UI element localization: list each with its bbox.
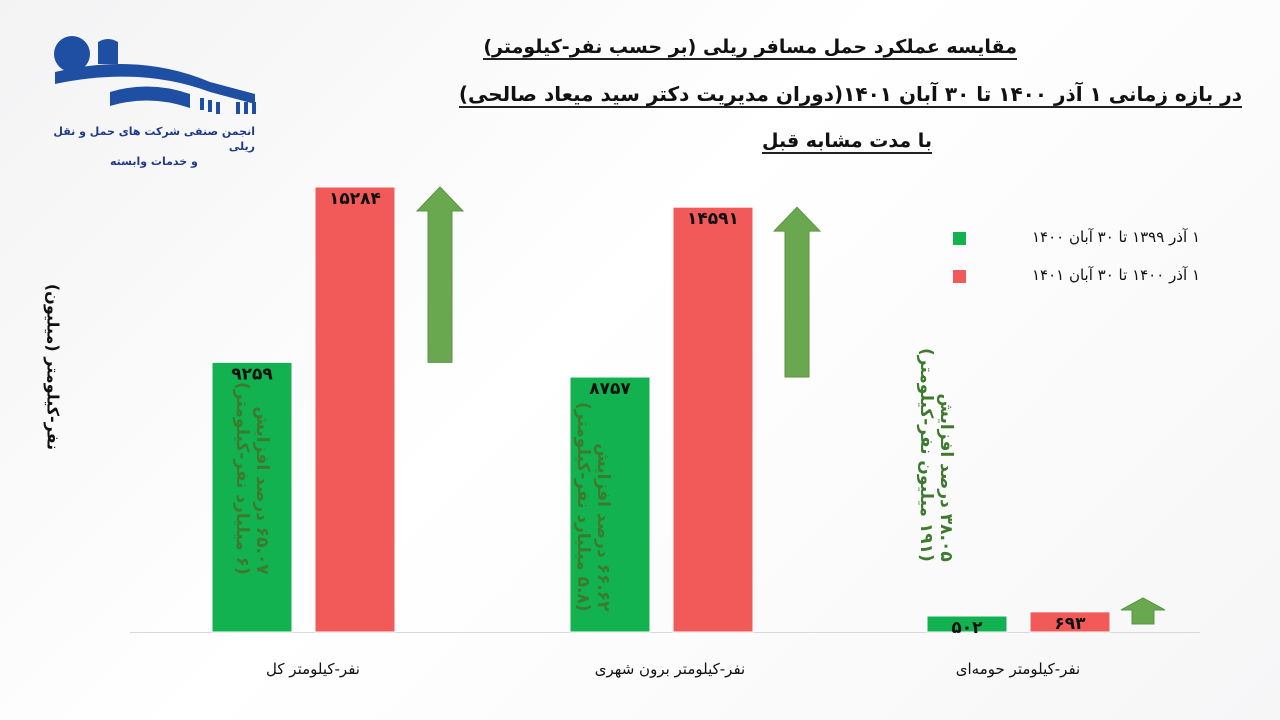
annotation-intercity-line1: ۶۶.۶۲ درصد افزایش [593, 443, 614, 612]
rail-logo-icon [54, 36, 256, 114]
annotation-total-line1: ۶۵.۰۷ درصد افزایش [252, 406, 273, 575]
category-label-total: نفر-کیلومتر کل [266, 660, 360, 678]
annotation-suburban-line1: ۳۸.۰۵ درصد افزایش [936, 393, 957, 562]
bar-value-label: ۸۷۵۷ [589, 379, 631, 399]
logo: انجمن صنفی شرکت های حمل و نقل ریلی و خدم… [50, 32, 265, 168]
bar-prev-0 [211, 361, 293, 633]
category-label-suburban: نفر-کیلومتر حومه‌ای [955, 660, 1081, 678]
chart-title: مقایسه عملکرد حمل مسافر ریلی (بر حسب نفر… [483, 36, 1017, 60]
bar-value-label: ۱۵۲۸۴ [329, 189, 381, 209]
legend-label: ۱ آذر ۱۴۰۰ تا ۳۰ آبان ۱۴۰۱ [1031, 266, 1200, 284]
growth-arrow-icon [415, 186, 465, 363]
bar-curr-0 [314, 186, 396, 633]
legend-swatch-green [953, 232, 966, 245]
bar-prev-1 [569, 376, 651, 633]
bar-value-label: ۶۹۳ [1054, 614, 1086, 634]
bar-curr-2 [1029, 611, 1111, 633]
legend: ۱ آذر ۱۳۹۹ تا ۳۰ آبان ۱۴۰۰ ۱ آذر ۱۴۰۰ تا… [950, 226, 1200, 302]
legend-label: ۱ آذر ۱۳۹۹ تا ۳۰ آبان ۱۴۰۰ [1031, 228, 1200, 246]
growth-arrow-icon [1120, 597, 1166, 625]
growth-arrow-icon [772, 206, 822, 378]
bar-value-label: ۱۴۵۹۱ [687, 209, 739, 229]
bar-value-label: ۹۲۵۹ [231, 364, 273, 384]
annotation-total-line2: (۶ میلیارد نفر-کیلومتر) [232, 382, 253, 575]
bar-value-label: ۵۰۲ [951, 618, 983, 638]
chart-subtitle: در بازه زمانی ۱ آذر ۱۴۰۰ تا ۳۰ آبان ۱۴۰۱… [458, 82, 1242, 108]
annotation-intercity-line2: (۵.۸ میلیارد نفر-کیلومتر) [573, 402, 594, 612]
legend-item-series-2: ۱ آذر ۱۴۰۰ تا ۳۰ آبان ۱۴۰۱ [950, 264, 1200, 302]
legend-item-series-1: ۱ آذر ۱۳۹۹ تا ۳۰ آبان ۱۴۰۰ [950, 226, 1200, 264]
bar-prev-2 [926, 615, 1008, 633]
chart-subtitle-2: با مدت مشابه قبل [762, 130, 932, 154]
logo-text-line1: انجمن صنفی شرکت های حمل و نقل ریلی [53, 125, 255, 153]
logo-text-line2: و خدمات وابسته [110, 155, 198, 168]
bar-curr-1 [672, 206, 754, 633]
annotation-suburban-line2: (۱۹۱ میلیون نفر-کیلومتر) [916, 348, 937, 562]
legend-swatch-red [953, 270, 966, 283]
category-label-intercity: نفر-کیلومتر برون شهری [594, 660, 746, 678]
